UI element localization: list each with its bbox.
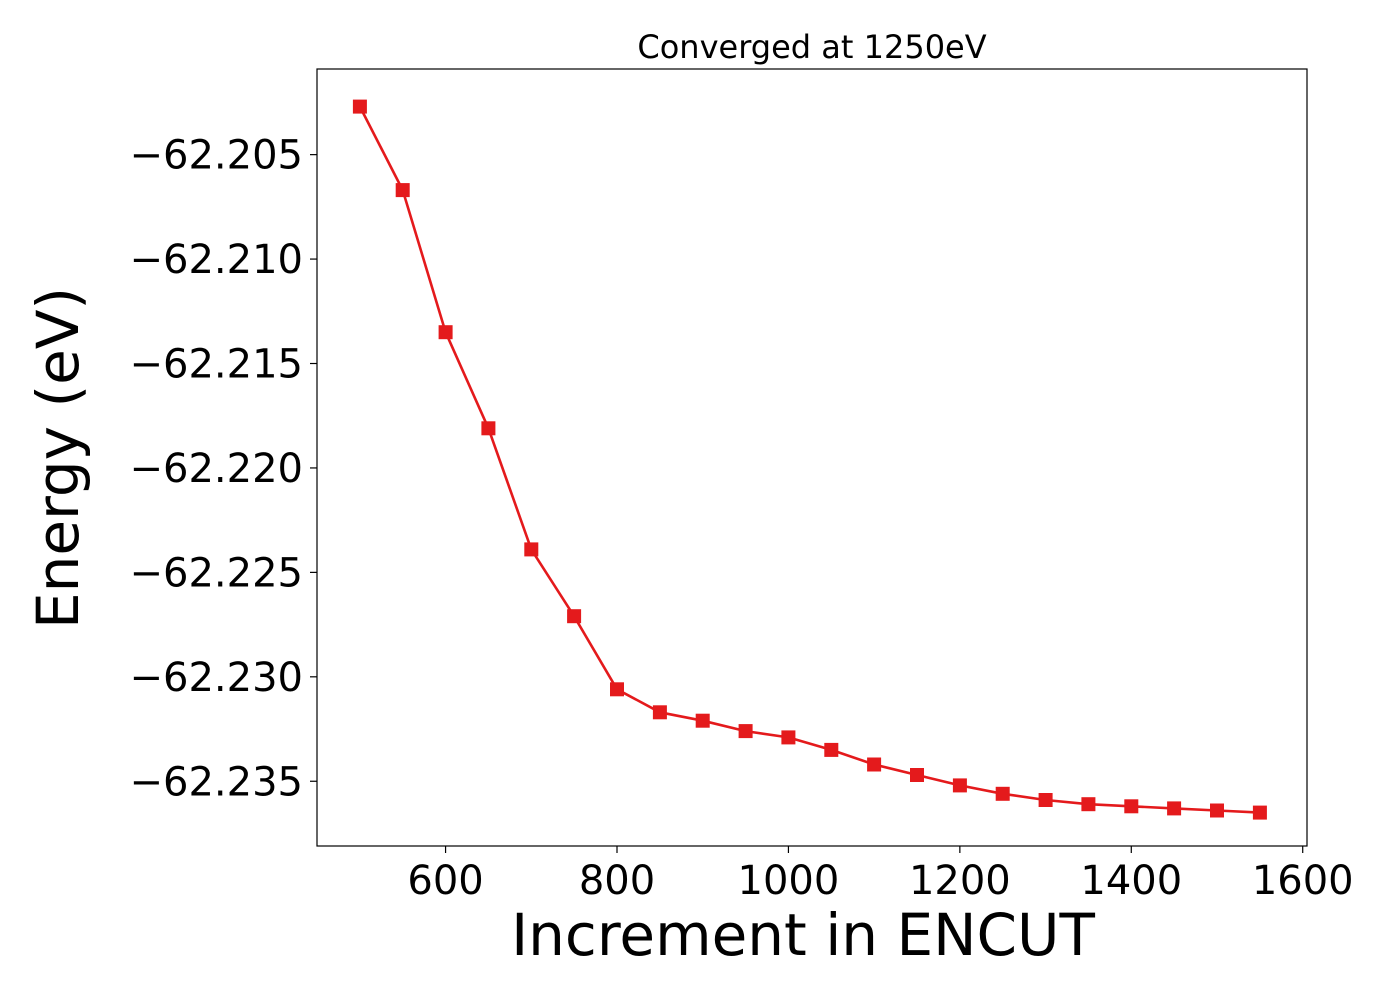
data-point-marker [481, 421, 496, 436]
data-point-marker [867, 757, 882, 772]
y-tick-label: −62.230 [130, 655, 303, 701]
data-point-marker [952, 778, 967, 793]
data-point-marker [395, 183, 410, 198]
ticks-layer: 600 800 1000 1200 1400 1600 −62.205 −62.210 −62.… [130, 133, 1354, 904]
x-tick-label: 1600 [1252, 858, 1354, 904]
y-tick-label: −62.220 [130, 446, 303, 492]
y-tick-label: −62.205 [130, 133, 303, 179]
data-point-marker [438, 325, 453, 340]
data-point-marker [695, 713, 710, 728]
data-point-marker [995, 786, 1010, 801]
data-point-marker [1124, 799, 1139, 814]
x-tick-label: 1200 [909, 858, 1011, 904]
x-tick-label: 1400 [1080, 858, 1182, 904]
y-tick-label: −62.235 [130, 759, 303, 805]
y-axis-label: Energy (eV) [24, 287, 92, 629]
x-tick-label: 1000 [738, 858, 840, 904]
data-point-marker [1038, 793, 1053, 807]
y-tick-label: −62.215 [130, 342, 303, 388]
y-tick-label: −62.225 [130, 550, 303, 596]
series-line [358, 106, 1260, 814]
data-point-marker [824, 742, 839, 757]
data-point-marker [1210, 803, 1224, 818]
data-point-marker [910, 768, 924, 782]
x-tick-label: 800 [579, 858, 655, 904]
data-point-marker [1167, 801, 1182, 816]
chart-title: Converged at 1250eV [637, 28, 986, 66]
data-point-marker [652, 705, 667, 720]
y-tick-label: −62.210 [130, 237, 303, 283]
data-point-marker [1081, 797, 1096, 812]
x-axis-label: Increment in ENCUT [511, 901, 1095, 969]
plot-area-frame [316, 68, 1308, 847]
x-tick-label: 600 [407, 858, 483, 904]
data-point-marker [1252, 805, 1267, 820]
data-point-marker [352, 99, 367, 114]
data-point-marker [524, 542, 539, 557]
data-point-marker [610, 682, 624, 697]
data-point-marker [567, 609, 582, 624]
data-point-marker [781, 730, 796, 745]
series-layer [352, 99, 1267, 820]
data-point-marker [738, 724, 753, 739]
